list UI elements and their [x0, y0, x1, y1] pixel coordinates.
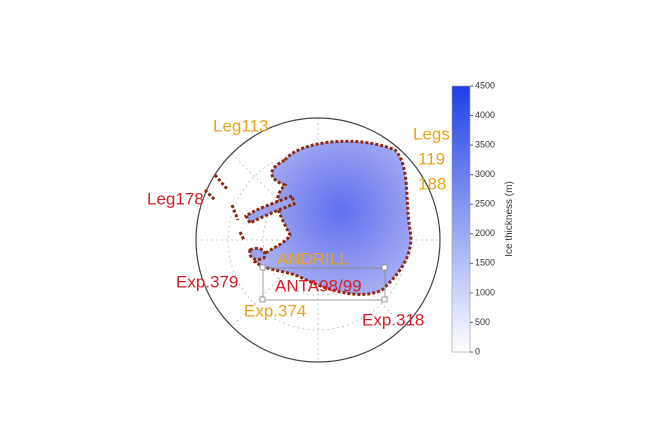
map-label: 188: [418, 174, 446, 193]
colorbar-tick-label: 500: [475, 317, 490, 327]
colorbar: [451, 85, 471, 353]
colorbar-tick-label: 4500: [475, 80, 495, 90]
map-label: Exp.318: [362, 310, 424, 329]
colorbar-tick-label: 0: [475, 346, 480, 356]
colorbar-tick-label: 3500: [475, 139, 495, 149]
colorbar-tick-label: 2000: [475, 228, 495, 238]
map-label: Exp.374: [244, 301, 306, 320]
colorbar-label: Ice thickness (m): [504, 181, 515, 257]
continent: [203, 139, 413, 296]
colorbar-tick-label: 1500: [475, 258, 495, 268]
colorbar-tick-label: 2500: [475, 199, 495, 209]
map-label: Leg113: [213, 116, 268, 135]
map-label: 119: [418, 149, 445, 168]
colorbar-tick-label: 3000: [475, 169, 495, 179]
map-label: ANTA98/99: [275, 276, 362, 295]
map-boundary: [195, 117, 441, 363]
colorbar-tick-label: 1000: [475, 287, 495, 297]
map-label: Leg178: [147, 189, 204, 208]
map-label: ANDRILL: [277, 249, 349, 268]
map-label: Legs: [413, 124, 450, 143]
survey-box: [259, 264, 388, 303]
colorbar-tick-label: 4000: [475, 110, 495, 120]
map-label: Exp.379: [176, 272, 238, 291]
